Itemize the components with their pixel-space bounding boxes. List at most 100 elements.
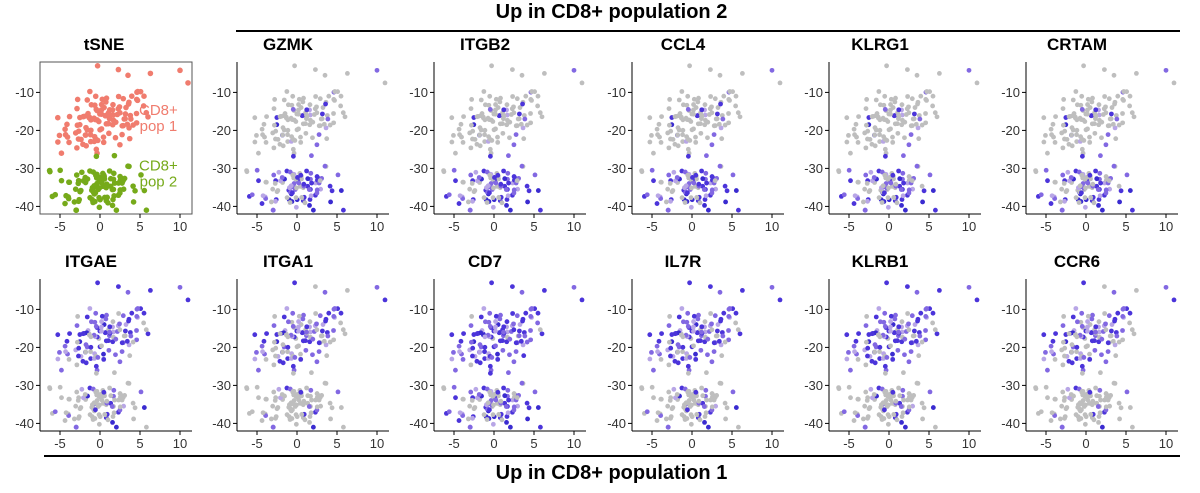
data-point xyxy=(465,416,471,422)
data-point xyxy=(489,63,494,69)
data-point xyxy=(107,175,114,182)
data-point xyxy=(877,319,883,325)
data-point xyxy=(702,319,708,325)
data-point xyxy=(487,370,493,376)
data-point xyxy=(55,332,61,338)
data-point xyxy=(73,424,79,430)
data-point xyxy=(101,172,107,179)
data-point xyxy=(727,306,733,311)
data-point xyxy=(853,338,859,344)
data-point xyxy=(1103,174,1109,179)
data-point xyxy=(1114,333,1120,339)
data-point xyxy=(310,135,315,141)
data-point xyxy=(911,333,917,339)
data-point xyxy=(1070,97,1076,103)
data-point xyxy=(704,180,710,186)
x-tick-label: 10 xyxy=(173,219,187,234)
data-point xyxy=(882,190,887,196)
data-point xyxy=(106,106,113,113)
data-point xyxy=(296,319,301,324)
data-point xyxy=(285,356,291,362)
points xyxy=(1033,280,1177,430)
data-point xyxy=(900,170,906,176)
y-tick-label: -40 xyxy=(212,416,231,431)
data-point xyxy=(1074,117,1080,123)
data-point xyxy=(659,331,664,336)
data-point xyxy=(74,96,81,103)
data-point xyxy=(665,403,671,409)
data-point xyxy=(326,93,332,99)
y-tick-label: -10 xyxy=(804,85,823,100)
data-point xyxy=(1081,355,1087,360)
data-point xyxy=(934,331,940,337)
data-point xyxy=(888,180,894,186)
data-point xyxy=(711,340,717,346)
data-point xyxy=(537,110,543,116)
data-point xyxy=(1066,114,1072,120)
data-point xyxy=(1113,353,1119,359)
data-point xyxy=(1111,289,1117,295)
x-tick-label: -5 xyxy=(448,219,460,234)
data-point xyxy=(468,339,474,345)
data-point xyxy=(1053,114,1058,119)
data-point xyxy=(529,306,535,311)
x-tick-label: 5 xyxy=(1122,219,1129,234)
data-point xyxy=(88,127,94,134)
data-point xyxy=(914,72,920,78)
data-point xyxy=(659,114,664,119)
data-point xyxy=(688,412,694,418)
data-point xyxy=(920,416,925,422)
data-point xyxy=(298,139,304,145)
data-point xyxy=(1083,402,1088,408)
data-point xyxy=(520,342,526,348)
data-point xyxy=(1093,107,1099,113)
data-point xyxy=(909,395,915,401)
data-point xyxy=(709,174,715,179)
annotation-label: CD8+ xyxy=(139,157,178,174)
data-point xyxy=(668,345,674,351)
data-point xyxy=(877,334,883,340)
data-point xyxy=(493,107,498,113)
data-point xyxy=(1097,170,1103,176)
data-point xyxy=(511,404,517,410)
data-point xyxy=(115,93,122,100)
data-point xyxy=(487,93,493,99)
data-point xyxy=(1073,412,1079,418)
data-point xyxy=(896,112,901,118)
data-point xyxy=(93,310,99,316)
data-point xyxy=(271,106,277,112)
data-point xyxy=(511,187,517,193)
data-point xyxy=(520,318,525,324)
data-point xyxy=(470,345,476,351)
data-point xyxy=(1112,342,1118,348)
data-point xyxy=(317,313,323,319)
data-point xyxy=(655,193,661,199)
data-point xyxy=(542,288,547,293)
data-point xyxy=(481,195,487,201)
data-point xyxy=(709,110,715,116)
data-point xyxy=(74,105,80,112)
data-point xyxy=(93,389,99,395)
data-point xyxy=(872,125,878,131)
y-tick-label: -40 xyxy=(804,416,823,431)
x-tick-label: 5 xyxy=(333,436,340,451)
data-point xyxy=(342,114,348,120)
data-point xyxy=(1062,128,1068,134)
data-point xyxy=(685,363,691,369)
data-point xyxy=(682,200,688,205)
data-point xyxy=(712,96,718,102)
data-point xyxy=(1108,333,1114,339)
data-point xyxy=(769,284,775,290)
data-point xyxy=(281,314,287,320)
data-point xyxy=(669,189,675,195)
data-point xyxy=(924,89,930,94)
data-point xyxy=(528,111,533,116)
data-point xyxy=(1041,356,1047,362)
data-point xyxy=(876,89,882,94)
data-point xyxy=(899,102,905,108)
y-tick-label: -40 xyxy=(607,416,626,431)
data-point xyxy=(892,338,898,344)
data-point xyxy=(1105,132,1111,137)
data-point xyxy=(651,395,656,401)
data-point xyxy=(705,336,711,342)
